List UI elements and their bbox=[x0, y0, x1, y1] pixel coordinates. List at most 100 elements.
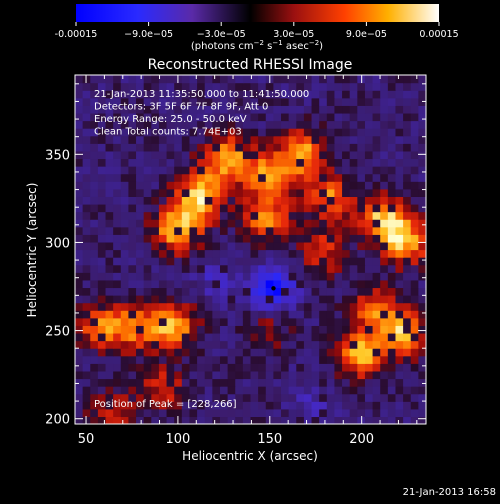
heatmap-cell bbox=[204, 272, 213, 281]
heatmap-cell bbox=[90, 211, 99, 220]
heatmap-cell bbox=[342, 82, 351, 91]
heatmap-cell bbox=[90, 370, 99, 380]
heatmap-cell bbox=[319, 416, 328, 424]
heatmap-cell bbox=[288, 257, 297, 266]
heatmap-cell bbox=[387, 97, 397, 106]
heatmap-cell bbox=[151, 226, 160, 235]
heatmap-cell bbox=[227, 378, 236, 387]
heatmap-cell bbox=[372, 378, 381, 387]
heatmap-cell bbox=[380, 279, 389, 289]
heatmap-cell bbox=[158, 97, 168, 106]
heatmap-cell bbox=[342, 97, 351, 106]
heatmap-cell bbox=[143, 211, 152, 220]
heatmap-cell bbox=[250, 219, 259, 228]
heatmap-cell bbox=[219, 401, 229, 410]
heatmap-cell bbox=[151, 143, 160, 152]
heatmap-cell bbox=[235, 181, 244, 190]
heatmap-cell bbox=[136, 302, 145, 311]
heatmap-cell bbox=[97, 378, 107, 387]
heatmap-cell bbox=[158, 416, 168, 424]
heatmap-cell bbox=[265, 241, 274, 251]
heatmap-cell bbox=[387, 158, 397, 167]
heatmap-cell bbox=[97, 279, 107, 289]
heatmap-cell bbox=[403, 257, 412, 266]
heatmap-cell bbox=[242, 188, 252, 197]
heatmap-cell bbox=[235, 143, 244, 152]
heatmap-cell bbox=[410, 188, 419, 197]
heatmap-cell bbox=[319, 340, 328, 349]
heatmap-cell bbox=[174, 287, 183, 296]
heatmap-cell bbox=[128, 188, 137, 197]
heatmap-cell bbox=[258, 219, 267, 228]
heatmap-cell bbox=[235, 287, 244, 296]
heatmap-cell bbox=[113, 408, 122, 418]
heatmap-cell bbox=[288, 90, 297, 99]
heatmap-cell bbox=[181, 272, 191, 281]
heatmap-cell bbox=[395, 287, 404, 296]
heatmap-cell bbox=[418, 340, 426, 349]
heatmap-cell bbox=[311, 173, 320, 182]
heatmap-cell bbox=[136, 234, 145, 243]
heatmap-cell bbox=[364, 408, 374, 418]
heatmap-cell bbox=[90, 173, 99, 182]
heatmap-cell bbox=[288, 97, 297, 106]
heatmap-cell bbox=[181, 203, 191, 213]
heatmap-cell bbox=[395, 416, 404, 424]
heatmap-cell bbox=[288, 279, 297, 289]
heatmap-cell bbox=[380, 150, 389, 160]
heatmap-cell bbox=[97, 363, 107, 372]
heatmap-cell bbox=[372, 279, 381, 289]
heatmap-cell bbox=[357, 82, 366, 91]
heatmap-cell bbox=[219, 143, 229, 152]
heatmap-cell bbox=[380, 332, 389, 342]
heatmap-cell bbox=[136, 325, 145, 334]
heatmap-cell bbox=[143, 302, 152, 311]
heatmap-cell bbox=[311, 226, 320, 235]
heatmap-cell bbox=[349, 173, 358, 182]
heatmap-cell bbox=[212, 203, 221, 213]
heatmap-cell bbox=[97, 408, 107, 418]
heatmap-cell bbox=[227, 128, 236, 137]
heatmap-cell bbox=[326, 203, 336, 213]
heatmap-cell bbox=[242, 393, 252, 402]
heatmap-cell bbox=[189, 370, 198, 380]
heatmap-cell bbox=[219, 295, 229, 304]
heatmap-cell bbox=[403, 97, 412, 106]
heatmap-cell bbox=[174, 120, 183, 129]
heatmap-cell bbox=[75, 82, 84, 91]
heatmap-cell bbox=[136, 135, 145, 144]
heatmap-cell bbox=[395, 241, 404, 251]
heatmap-cell bbox=[204, 97, 213, 106]
heatmap-cell bbox=[105, 203, 114, 213]
heatmap-cell bbox=[82, 120, 91, 129]
heatmap-cell bbox=[387, 188, 397, 197]
heatmap-cell bbox=[311, 188, 320, 197]
heatmap-cell bbox=[364, 75, 374, 84]
heatmap-cell bbox=[418, 249, 426, 258]
heatmap-cell bbox=[288, 370, 297, 380]
heatmap-cell bbox=[105, 378, 114, 387]
heatmap-cell bbox=[281, 295, 290, 304]
heatmap-cell bbox=[143, 150, 152, 160]
heatmap-cell bbox=[227, 173, 236, 182]
heatmap-cell bbox=[158, 348, 168, 357]
heatmap-cell bbox=[357, 279, 366, 289]
heatmap-cell bbox=[418, 295, 426, 304]
heatmap-cell bbox=[219, 370, 229, 380]
heatmap-cell bbox=[326, 287, 336, 296]
heatmap-cell bbox=[349, 279, 358, 289]
heatmap-cell bbox=[410, 219, 419, 228]
heatmap-cell bbox=[128, 317, 137, 326]
heatmap-cell bbox=[90, 241, 99, 251]
heatmap-cell bbox=[235, 340, 244, 349]
heatmap-cell bbox=[364, 257, 374, 266]
heatmap-cell bbox=[181, 340, 191, 349]
heatmap-cell bbox=[189, 105, 198, 114]
heatmap-cell bbox=[128, 378, 137, 387]
heatmap-cell bbox=[136, 401, 145, 410]
heatmap-cell bbox=[242, 355, 252, 364]
heatmap-cell bbox=[105, 340, 114, 349]
heatmap-cell bbox=[380, 416, 389, 424]
heatmap-cell bbox=[136, 272, 145, 281]
heatmap-cell bbox=[143, 112, 152, 122]
